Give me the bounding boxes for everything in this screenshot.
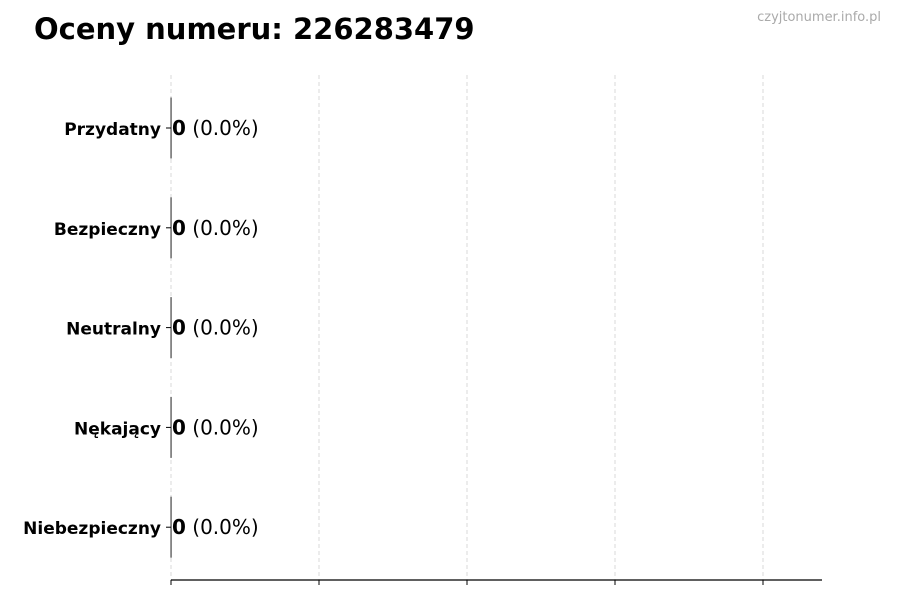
data-label: 0 (0.0%)	[172, 316, 259, 340]
watermark: czyjtonumer.info.pl	[757, 10, 881, 25]
category-label: Nękający	[74, 419, 161, 439]
data-label-count: 0	[172, 216, 186, 240]
data-label-count: 0	[172, 316, 186, 340]
category-label: Przydatny	[64, 120, 161, 140]
data-label-percent: (0.0%)	[186, 116, 259, 140]
data-label: 0 (0.0%)	[172, 515, 259, 539]
data-label-percent: (0.0%)	[186, 316, 259, 340]
data-label-count: 0	[172, 116, 186, 140]
data-label-percent: (0.0%)	[186, 415, 259, 439]
category-label: Niebezpieczny	[23, 519, 161, 539]
data-label: 0 (0.0%)	[172, 116, 259, 140]
data-label: 0 (0.0%)	[172, 216, 259, 240]
category-label: Bezpieczny	[54, 220, 161, 240]
data-label-percent: (0.0%)	[186, 216, 259, 240]
chart-title: Oceny numeru: 226283479	[34, 12, 475, 46]
data-label-count: 0	[172, 415, 186, 439]
data-label-percent: (0.0%)	[186, 515, 259, 539]
data-label-count: 0	[172, 515, 186, 539]
data-label: 0 (0.0%)	[172, 415, 259, 439]
category-label: Neutralny	[66, 320, 161, 340]
